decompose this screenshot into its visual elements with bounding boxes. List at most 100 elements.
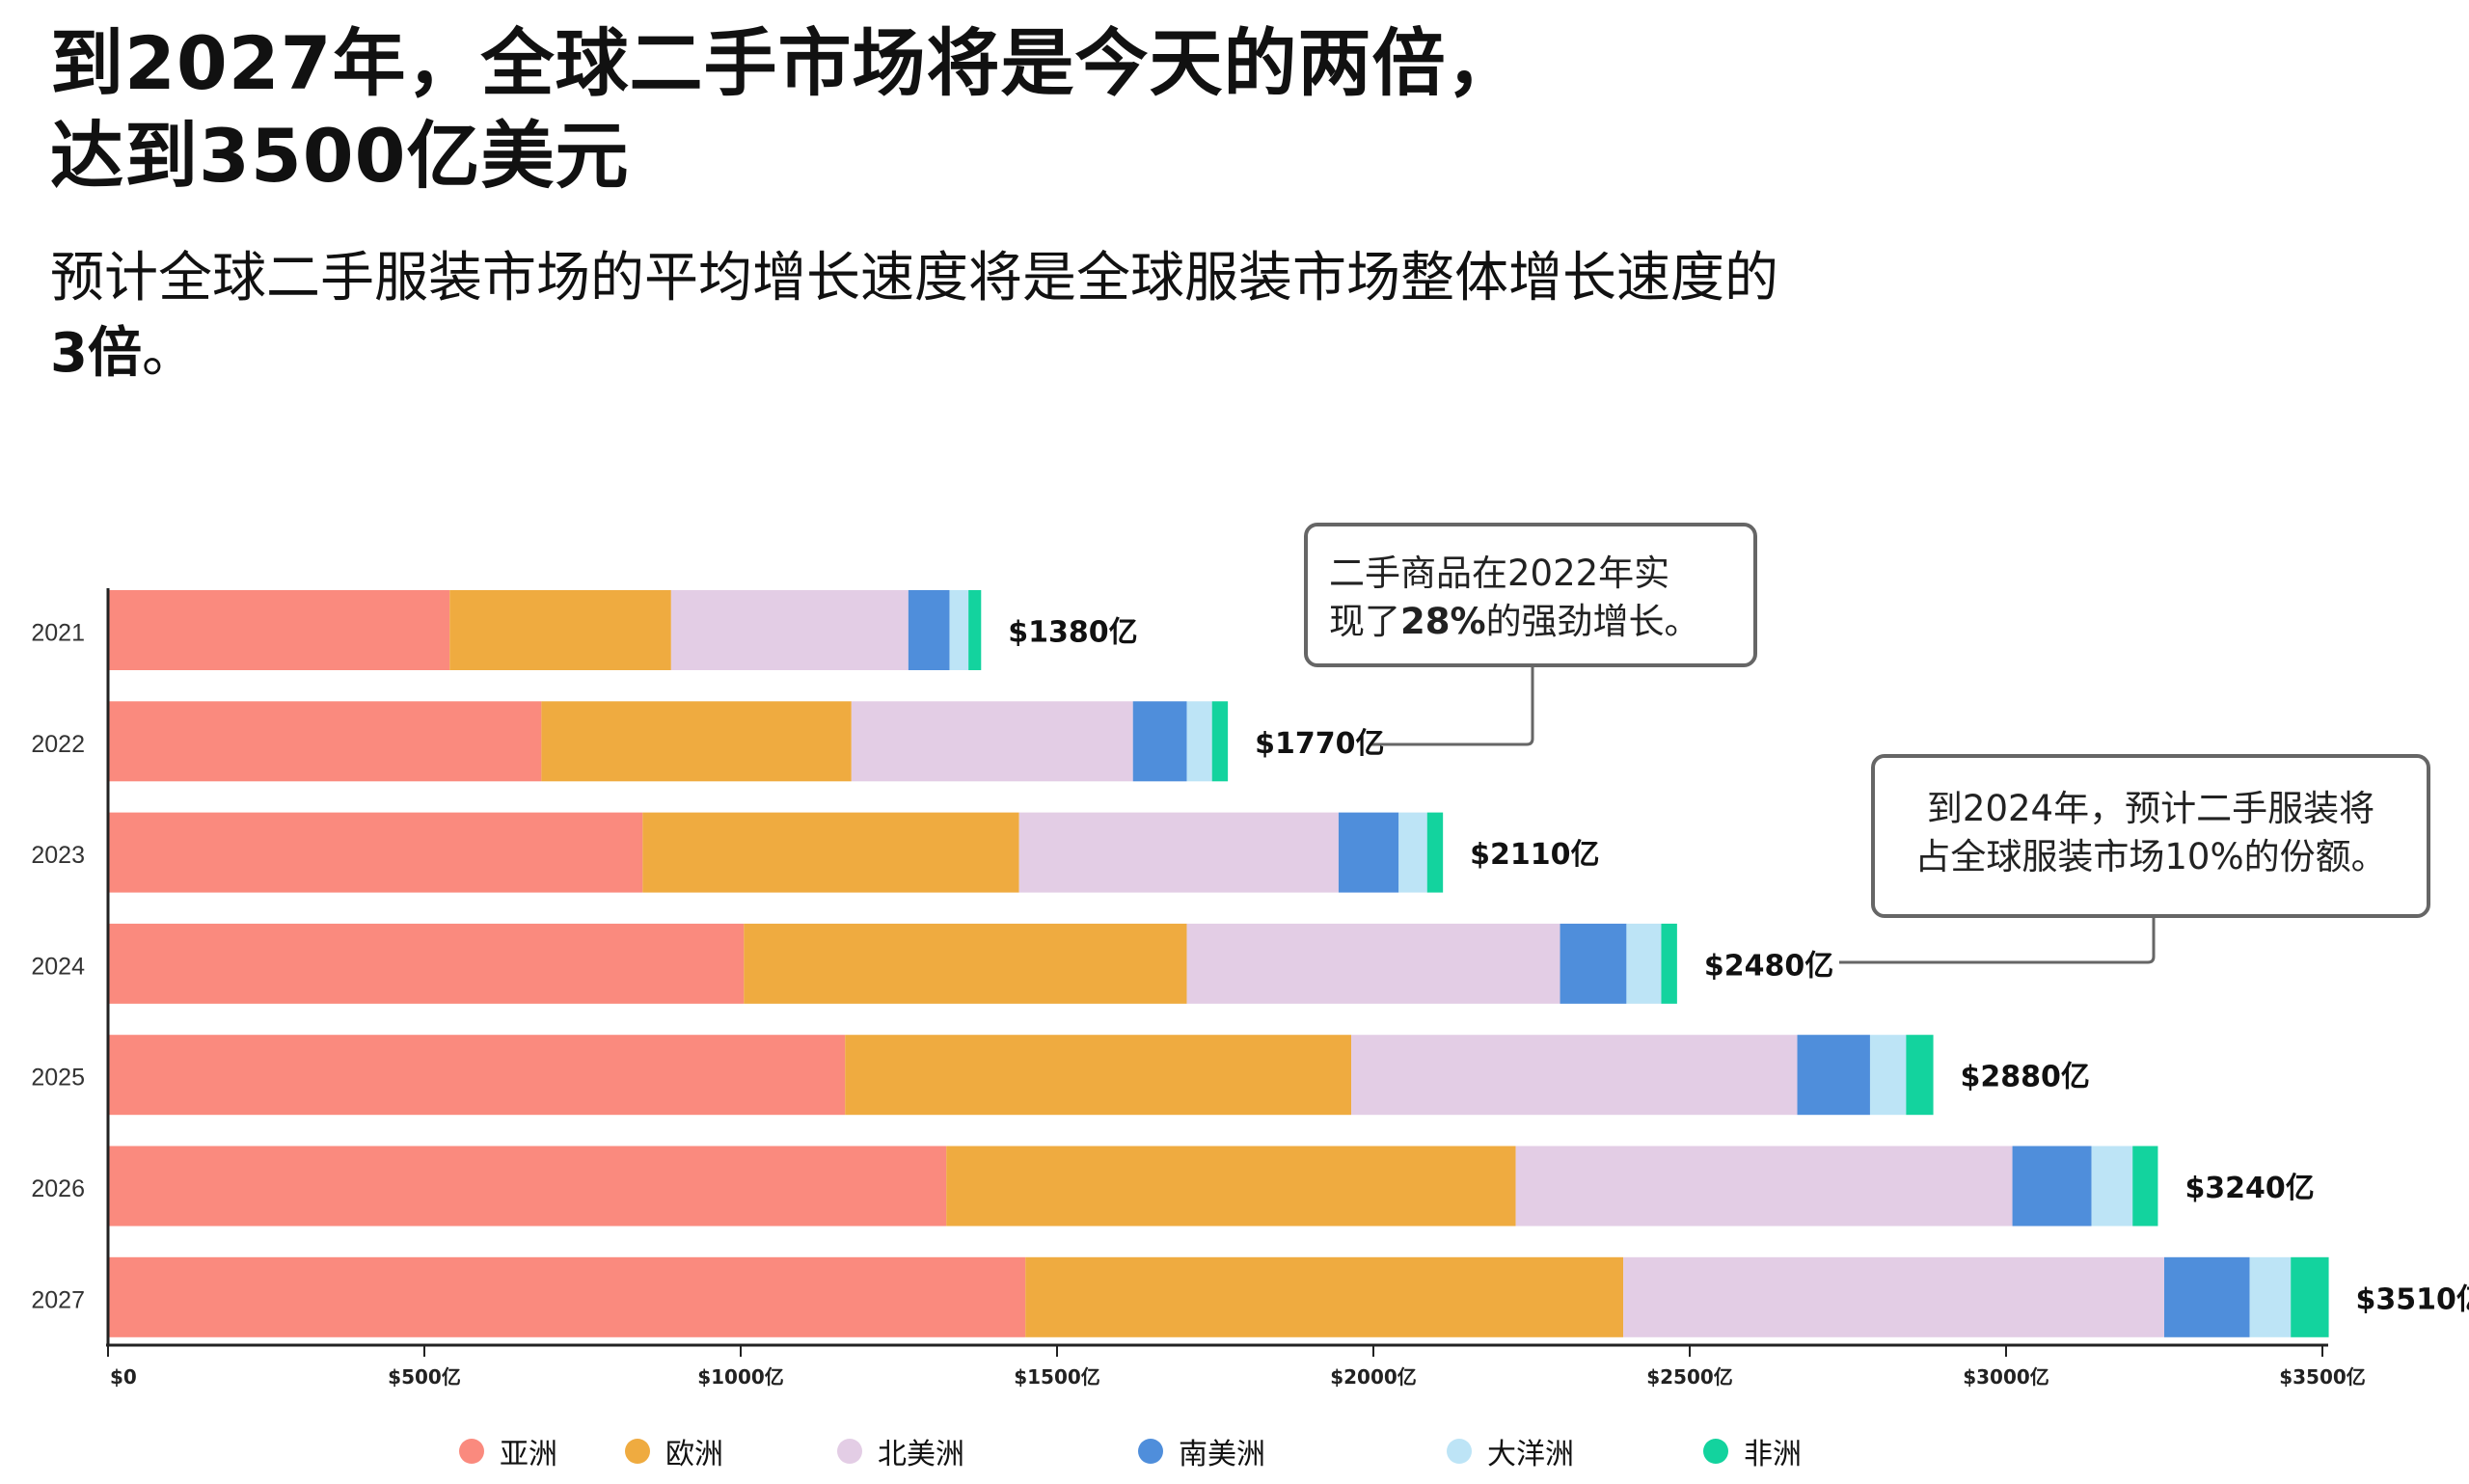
- callout-1-line-1: 二手商品在2022年实: [1329, 553, 1670, 594]
- bar-segment-2021-欧洲: [449, 590, 671, 670]
- callout-1-line-2-pre: 现了: [1329, 601, 1400, 642]
- y-tick-label-2024: 2024: [31, 953, 85, 980]
- bar-segment-2021-非洲: [968, 590, 982, 670]
- bar-segment-2023-北美洲: [1018, 812, 1339, 893]
- bar-segment-2023-亚洲: [108, 812, 643, 893]
- bar-segment-2024-非洲: [1661, 923, 1677, 1004]
- subtitle-end: 。: [141, 322, 196, 385]
- y-tick-label-2022: 2022: [31, 731, 85, 758]
- bar-segment-2026-南美洲: [2012, 1146, 2092, 1227]
- bar-segment-2023-非洲: [1426, 812, 1444, 893]
- total-label-2022: $1770亿: [1255, 727, 1384, 761]
- bar-segment-2026-大洋洲: [2091, 1146, 2133, 1227]
- callout-2-connector: [1839, 918, 2156, 964]
- subtitle: 预计全球二手服装市场的平均增长速度将是全球服装市场整体增长速度的 3倍。: [50, 241, 1778, 391]
- legend-swatch-大洋洲: [1447, 1439, 1472, 1464]
- bar-segment-2027-南美洲: [2164, 1256, 2250, 1337]
- bar-segment-2024-欧洲: [744, 923, 1187, 1004]
- bar-segment-2023-欧洲: [642, 812, 1019, 893]
- bar-segment-2021-大洋洲: [949, 590, 969, 670]
- bar-segment-2026-非洲: [2132, 1146, 2158, 1227]
- bar-segment-2027-大洋洲: [2249, 1256, 2292, 1337]
- legend-swatch-非洲: [1703, 1439, 1728, 1464]
- x-tick-label-0: $0: [110, 1365, 137, 1389]
- legend-swatch-南美洲: [1138, 1439, 1163, 1464]
- total-label-2026: $3240亿: [2184, 1172, 2314, 1205]
- bar-segment-2025-大洋洲: [1869, 1035, 1907, 1116]
- x-tick-label-2000: $2000亿: [1330, 1365, 1417, 1389]
- callout-1-connector: [1371, 667, 1534, 746]
- page-title: 到2027年，全球二手市场将是今天的两倍， 达到3500亿美元: [50, 17, 1521, 202]
- legend-label-大洋洲: 大洋洲: [1487, 1438, 1574, 1471]
- total-label-2025: $2880亿: [1961, 1061, 2090, 1094]
- chart-legend: 亚洲 欧洲 北美洲 南美洲 大洋洲 非洲: [0, 1430, 2469, 1478]
- legend-label-北美洲: 北美洲: [878, 1438, 964, 1471]
- callout-1-growth-value: 28%: [1400, 601, 1486, 642]
- bar-segment-2025-非洲: [1906, 1035, 1934, 1116]
- x-tick-label-3000: $3000亿: [1963, 1365, 2049, 1389]
- callout-1-line-2-post: 的强劲增长。: [1485, 601, 1700, 642]
- y-tick-label-2026: 2026: [31, 1175, 85, 1202]
- bar-segment-2025-欧洲: [845, 1035, 1352, 1116]
- bar-segment-2022-北美洲: [851, 701, 1133, 782]
- bar-segment-2024-北美洲: [1186, 923, 1560, 1004]
- bar-segment-2021-北美洲: [670, 590, 909, 670]
- x-tick-label-500: $500亿: [388, 1365, 461, 1389]
- bar-segment-2022-非洲: [1211, 701, 1229, 782]
- bar-segment-2022-亚洲: [108, 701, 542, 782]
- bar-segment-2027-亚洲: [108, 1256, 1026, 1337]
- bar-segment-2023-大洋洲: [1398, 812, 1427, 893]
- y-tick-label-2023: 2023: [31, 842, 85, 869]
- bar-segment-2021-亚洲: [108, 590, 450, 670]
- bar-segment-2026-北美洲: [1515, 1146, 2013, 1227]
- legend-label-欧洲: 欧洲: [665, 1438, 723, 1471]
- legend-item-亚洲: 亚洲: [459, 1430, 557, 1472]
- callout-2-line-1: 到2024年，预计二手服装将: [1926, 788, 2375, 829]
- bar-segment-2023-南美洲: [1338, 812, 1399, 893]
- bar-segment-2027-北美洲: [1623, 1256, 2164, 1337]
- bar-segment-2025-北美洲: [1351, 1035, 1798, 1116]
- x-tick-label-3500: $3500亿: [2279, 1365, 2366, 1389]
- legend-item-南美洲: 南美洲: [1138, 1430, 1265, 1472]
- bar-segment-2024-大洋洲: [1626, 923, 1662, 1004]
- total-label-2021: $1380亿: [1008, 616, 1137, 650]
- callout-2-line-2: 占全球服装市场10%的份额。: [1914, 836, 2387, 877]
- legend-item-欧洲: 欧洲: [625, 1430, 723, 1472]
- bar-segment-2022-南美洲: [1132, 701, 1187, 782]
- legend-swatch-北美洲: [837, 1439, 862, 1464]
- total-label-2027: $3510亿: [2356, 1282, 2469, 1316]
- y-tick-label-2025: 2025: [31, 1065, 85, 1092]
- bar-segment-2024-亚洲: [108, 923, 745, 1004]
- bar-segment-2026-欧洲: [946, 1146, 1516, 1227]
- legend-item-非洲: 非洲: [1703, 1430, 1802, 1472]
- legend-swatch-亚洲: [459, 1439, 484, 1464]
- bar-segment-2021-南美洲: [908, 590, 950, 670]
- subtitle-emphasis: 3倍: [50, 322, 142, 385]
- x-tick-label-1500: $1500亿: [1014, 1365, 1100, 1389]
- y-tick-label-2027: 2027: [31, 1286, 85, 1313]
- title-line-2: 达到3500亿美元: [50, 113, 630, 199]
- subtitle-text: 预计全球二手服装市场的平均增长速度将是全球服装市场整体增长速度的: [50, 247, 1778, 310]
- x-tick-label-1000: $1000亿: [697, 1365, 784, 1389]
- bar-segment-2026-亚洲: [108, 1146, 947, 1227]
- callout-2022-growth: 二手商品在2022年实 现了28%的强劲增长。: [1304, 523, 1757, 667]
- title-line-1: 到2027年，全球二手市场将是今天的两倍，: [50, 20, 1521, 106]
- x-tick-label-2500: $2500亿: [1646, 1365, 1733, 1389]
- bar-segment-2027-欧洲: [1025, 1256, 1624, 1337]
- legend-label-非洲: 非洲: [1744, 1438, 1802, 1471]
- bar-segment-2022-欧洲: [541, 701, 852, 782]
- bar-segment-2024-南美洲: [1560, 923, 1627, 1004]
- y-tick-label-2021: 2021: [31, 620, 85, 647]
- legend-label-南美洲: 南美洲: [1179, 1438, 1265, 1471]
- legend-item-北美洲: 北美洲: [837, 1430, 964, 1472]
- callout-2024-share: 到2024年，预计二手服装将 占全球服装市场10%的份额。: [1871, 754, 2430, 918]
- bar-segment-2027-非洲: [2291, 1256, 2329, 1337]
- bar-segment-2025-亚洲: [108, 1035, 846, 1116]
- legend-item-大洋洲: 大洋洲: [1447, 1430, 1574, 1472]
- total-label-2024: $2480亿: [1704, 949, 1833, 983]
- legend-label-亚洲: 亚洲: [500, 1438, 557, 1471]
- total-label-2023: $2110亿: [1470, 838, 1599, 872]
- bar-segment-2025-南美洲: [1797, 1035, 1870, 1116]
- bar-segment-2022-大洋洲: [1186, 701, 1212, 782]
